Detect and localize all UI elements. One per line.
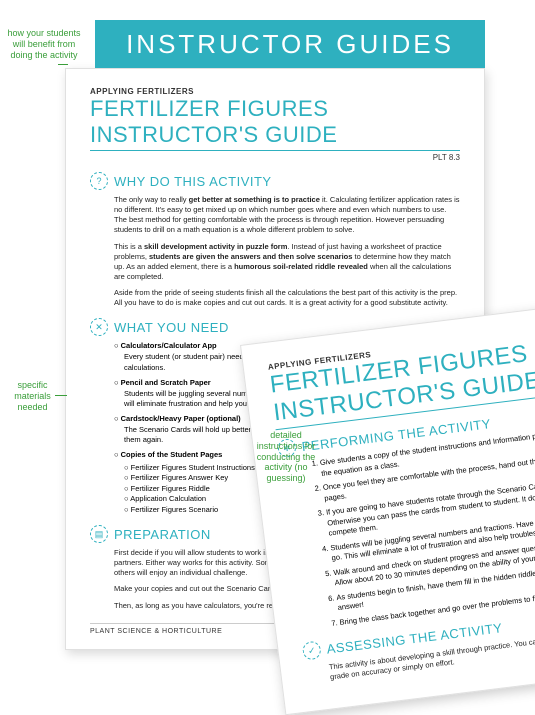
callout-materials: specific materials needed — [5, 380, 60, 412]
body-text: Aside from the pride of seeing students … — [90, 288, 460, 308]
guide-page-2: APPLYING FERTILIZERS FERTILIZER FIGURES … — [240, 294, 535, 715]
plt-code: PLT 8.3 — [90, 153, 460, 162]
page-title: FERTILIZER FIGURES INSTRUCTOR'S GUIDE — [90, 96, 460, 151]
t: skill development activity in puzzle for… — [144, 242, 287, 251]
section-title: WHY DO THIS ACTIVITY — [114, 174, 272, 189]
body-text: This is a skill development activity in … — [90, 242, 460, 283]
tools-icon: ✕ — [90, 318, 108, 336]
callout-benefit: how your students will benefit from doin… — [5, 28, 83, 60]
t: The only way to really — [114, 195, 189, 204]
lightbulb-icon: ? — [90, 172, 108, 190]
t: get better at something is to practice — [189, 195, 320, 204]
t: humorous soil-related riddle revealed — [234, 262, 368, 271]
body-text: The only way to really get better at som… — [90, 195, 460, 236]
section-why: ? WHY DO THIS ACTIVITY — [90, 172, 460, 190]
pretitle: APPLYING FERTILIZERS — [90, 87, 460, 96]
check-icon: ✓ — [302, 641, 322, 661]
section-title: PREPARATION — [114, 527, 211, 542]
t: This is a — [114, 242, 144, 251]
instructor-guides-banner: INSTRUCTOR GUIDES — [95, 20, 485, 68]
t: students are given the answers and then … — [149, 252, 352, 261]
callout-line — [58, 64, 68, 65]
section-title: WHAT YOU NEED — [114, 320, 229, 335]
callout-line — [55, 395, 67, 396]
clipboard-icon: ▤ — [90, 525, 108, 543]
callout-instructions: detailed instructions for conducting the… — [255, 430, 317, 484]
